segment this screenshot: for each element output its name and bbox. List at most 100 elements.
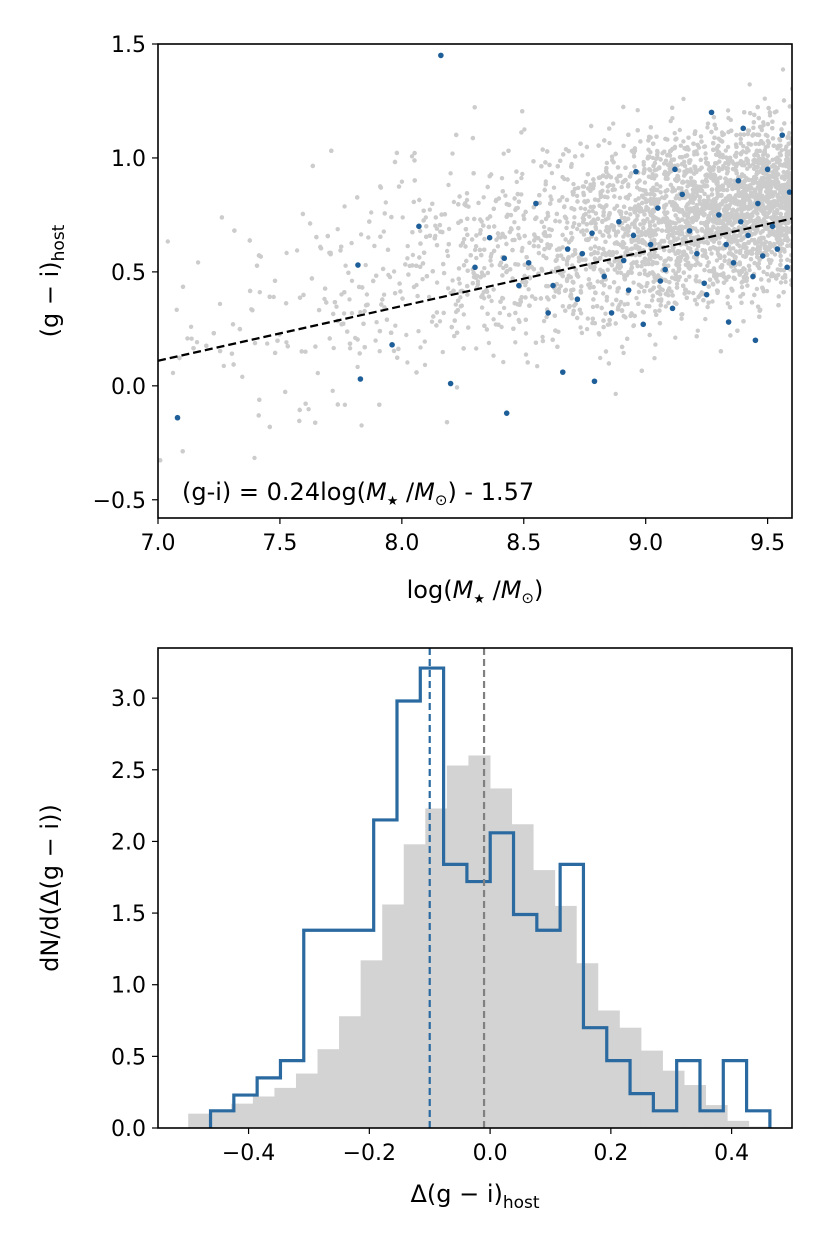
grey-point [221, 363, 226, 369]
grey-point [544, 314, 549, 320]
grey-point [516, 199, 522, 204]
grey-point [643, 262, 648, 267]
grey-point [625, 233, 631, 238]
grey-point [485, 311, 490, 316]
grey-point [648, 150, 653, 155]
grey-point [429, 319, 435, 324]
grey-point [409, 154, 415, 159]
grey-point [479, 270, 485, 275]
grey-point [794, 166, 798, 170]
grey-point [801, 176, 805, 180]
grey-point [575, 315, 580, 321]
grey-point [521, 213, 526, 218]
grey-point [793, 261, 797, 265]
grey-point [672, 131, 677, 136]
grey-point [662, 149, 667, 154]
grey-point [563, 308, 568, 313]
grey-point [633, 198, 638, 203]
grey-point [794, 210, 798, 214]
grey-point [798, 190, 802, 194]
grey-point [359, 423, 364, 428]
grey-point [522, 127, 527, 132]
grey-point [787, 166, 792, 171]
grey-point [684, 295, 689, 300]
grey-point [165, 239, 170, 244]
grey-point [489, 263, 494, 268]
grey-point [410, 252, 416, 258]
grey-point [523, 331, 529, 336]
grey-point [50, 201, 54, 205]
grey-point [751, 125, 756, 130]
grey-point [795, 215, 799, 219]
grey-point [780, 67, 786, 72]
grey-point [796, 189, 800, 193]
grey-point [523, 352, 529, 357]
grey-point [422, 339, 427, 344]
grey-point [636, 289, 642, 295]
grey-point [794, 210, 798, 214]
grey-point [607, 140, 612, 146]
grey-point [478, 228, 483, 233]
grey-point [565, 177, 570, 182]
grey-point [562, 176, 567, 182]
grey-point [551, 185, 557, 190]
grey-point [797, 175, 801, 179]
grey-point [349, 311, 355, 316]
grey-point [753, 141, 758, 146]
grey-point [798, 197, 802, 201]
grey-point [582, 206, 588, 212]
grey-point [686, 290, 691, 295]
grey-point [385, 247, 391, 252]
grey-point [669, 289, 674, 294]
grey-point [793, 281, 797, 285]
grey-point [800, 194, 804, 198]
grey-point [591, 284, 596, 290]
grey-point [794, 194, 798, 198]
grey-point [601, 324, 606, 330]
grey-point [797, 178, 801, 182]
grey-point [125, 350, 129, 354]
grey-point [488, 172, 494, 177]
grey-point [800, 186, 804, 190]
grey-point [698, 157, 703, 163]
grey-point [358, 232, 364, 237]
grey-point [230, 322, 236, 327]
grey-point [364, 292, 370, 297]
grey-point [717, 240, 722, 245]
grey-point [764, 288, 770, 294]
grey-point [774, 109, 779, 114]
grey-point [794, 208, 798, 212]
grey-point [405, 360, 410, 365]
grey-point [797, 152, 801, 156]
grey-point [619, 184, 624, 190]
grey-point [695, 328, 700, 333]
grey-point [513, 340, 518, 345]
grey-point [799, 233, 803, 237]
grey-point [342, 204, 347, 209]
grey-point [797, 258, 801, 262]
grey-point [686, 135, 691, 140]
grey-point [613, 321, 618, 326]
grey-point [534, 215, 539, 220]
grey-point [479, 219, 484, 224]
grey-point [346, 270, 351, 275]
grey-point [578, 311, 584, 316]
grey-point [564, 225, 569, 231]
grey-point [754, 286, 760, 292]
grey-point [410, 230, 415, 235]
grey-point [652, 223, 657, 228]
grey-point [406, 272, 411, 277]
grey-point [735, 238, 740, 244]
grey-point [461, 237, 467, 242]
grey-point [544, 295, 550, 300]
grey-point [105, 399, 109, 403]
grey-point [691, 290, 696, 296]
grey-point [744, 250, 749, 255]
grey-point [434, 280, 440, 285]
grey-point [427, 207, 432, 212]
grey-point [625, 336, 630, 341]
grey-point [801, 112, 805, 116]
grey-point [766, 174, 771, 179]
grey-point [793, 280, 797, 284]
grey-point [748, 257, 754, 262]
